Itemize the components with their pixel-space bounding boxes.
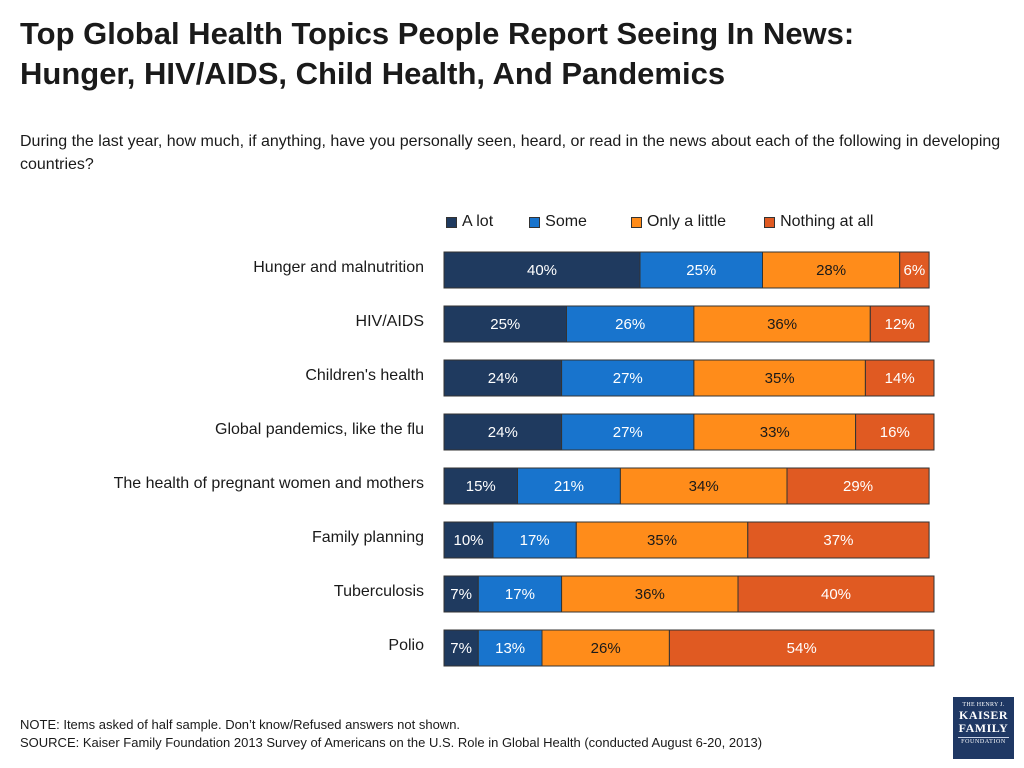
data-label: 40% [527, 262, 557, 279]
category-label: Hunger and malnutrition [253, 259, 424, 276]
data-label: 24% [488, 370, 518, 387]
legend-swatch [446, 216, 457, 228]
data-label: 36% [635, 586, 665, 603]
data-label: 7% [450, 640, 472, 657]
bar-segment [693, 359, 866, 397]
bar-segment [668, 629, 935, 667]
category-label: The health of pregnant women and mothers [114, 475, 424, 492]
page-title: Top Global Health Topics People Report S… [20, 14, 1010, 94]
bar-segment [492, 521, 577, 559]
bar-segment [517, 467, 621, 505]
legend-swatch [529, 216, 541, 228]
data-label: 35% [647, 532, 677, 549]
logo-line-2: KAISER [958, 708, 1008, 722]
bar-segment [561, 359, 695, 397]
logo-line-4: FOUNDATION [958, 737, 1009, 747]
bar-segment [619, 467, 788, 505]
chart-legend: A lot Some Only a little Nothing at all [446, 212, 873, 232]
data-label: 24% [488, 424, 518, 441]
data-label: 27% [613, 370, 643, 387]
data-label: 29% [843, 478, 873, 495]
data-label: 27% [613, 424, 643, 441]
kaiser-family-foundation-logo: THE HENRY J. KAISER FAMILY FOUNDATION [953, 697, 1014, 759]
bar-segment [864, 359, 935, 397]
legend-swatch [764, 216, 776, 228]
bar-segment [477, 575, 563, 613]
logo-line-3: FAMILY [958, 721, 1009, 735]
data-label: 16% [880, 424, 910, 441]
bar-segment [566, 305, 695, 343]
data-label: 15% [466, 478, 496, 495]
bar-segment [737, 575, 935, 613]
data-label: 26% [615, 316, 645, 333]
data-label: 40% [821, 586, 851, 603]
data-label: 25% [686, 262, 716, 279]
data-label: 54% [787, 640, 817, 657]
footnote: NOTE: Items asked of half sample. Don’t … [20, 716, 762, 752]
data-label: 34% [689, 478, 719, 495]
data-label: 28% [816, 262, 846, 279]
legend-item: A lot [446, 213, 493, 231]
legend-label: A lot [462, 213, 494, 230]
bar-segment [541, 629, 670, 667]
data-label: 10% [453, 532, 483, 549]
category-label: Polio [388, 637, 424, 654]
bar-segment [443, 629, 479, 667]
legend-label: Nothing at all [780, 213, 874, 230]
legend-item: Only a little [630, 213, 727, 231]
legend-swatch [630, 216, 642, 228]
bar-segment [477, 629, 543, 667]
bar-segment [443, 359, 563, 397]
bar-segment [855, 413, 935, 451]
bar-segment [561, 575, 739, 613]
data-label: 17% [520, 532, 550, 549]
data-label: 21% [554, 478, 584, 495]
legend-item: Some [529, 213, 587, 231]
category-label: Tuberculosis [334, 583, 424, 600]
source-text: SOURCE: Kaiser Family Foundation 2013 Su… [20, 735, 763, 750]
bar-segment [693, 413, 857, 451]
legend-item: Nothing at all [764, 213, 873, 231]
category-label: HIV/AIDS [356, 313, 424, 330]
title-line-2: Hunger, HIV/AIDS, Child Health, And Pand… [20, 56, 726, 91]
note-text: NOTE: Items asked of half sample. Don’t … [20, 717, 461, 732]
bar-segment [561, 413, 695, 451]
legend-label: Only a little [646, 213, 727, 230]
category-label: Global pandemics, like the flu [215, 421, 424, 438]
legend-label: Some [545, 213, 587, 230]
bar-segment [443, 413, 563, 451]
bar-segment [443, 305, 567, 343]
bar-segment [899, 251, 930, 289]
data-label: 35% [765, 370, 795, 387]
logo-line-1: THE HENRY J. [962, 702, 1005, 708]
data-label: 37% [823, 532, 853, 549]
category-label: Family planning [312, 529, 424, 546]
data-label: 36% [767, 316, 797, 333]
bar-segment [443, 251, 641, 289]
data-label: 25% [490, 316, 520, 333]
data-label: 14% [885, 370, 915, 387]
stacked-bar-chart: Hunger and malnutrition 40% 25% 28% 6% HIV/AI… [114, 251, 935, 667]
category-label: Children's health [305, 367, 424, 384]
data-label: 17% [505, 586, 535, 603]
bar-segment [786, 467, 930, 505]
data-label: 33% [760, 424, 790, 441]
title-line-1: Top Global Health Topics People Report S… [20, 16, 855, 51]
bar-segment [443, 575, 479, 613]
data-label: 13% [495, 640, 525, 657]
data-label: 26% [591, 640, 621, 657]
bar-segment [443, 521, 494, 559]
bar-segment [747, 521, 930, 559]
bar-segment [693, 305, 871, 343]
data-label: 7% [450, 586, 472, 603]
survey-question: During the last year, how much, if anyth… [20, 133, 1001, 173]
data-label: 6% [904, 262, 926, 279]
data-label: 12% [885, 316, 915, 333]
bar-segment [869, 305, 930, 343]
bar-segment [575, 521, 749, 559]
